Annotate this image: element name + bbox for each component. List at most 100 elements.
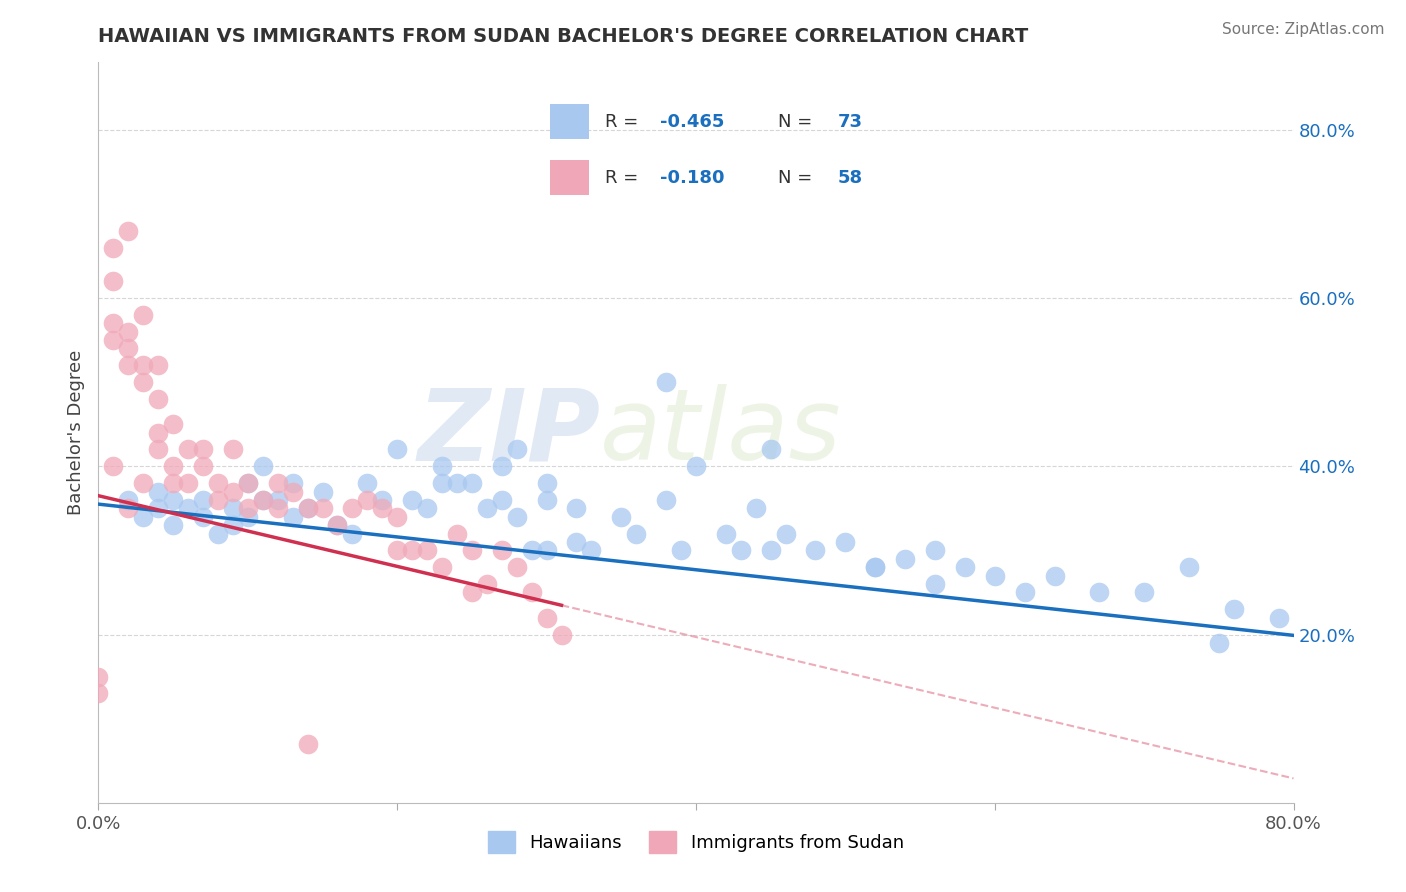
Point bbox=[148, 425, 170, 440]
Point bbox=[506, 509, 529, 524]
Point bbox=[1178, 560, 1201, 574]
Point bbox=[475, 577, 498, 591]
Point bbox=[207, 526, 229, 541]
Point bbox=[565, 501, 588, 516]
Text: ZIP: ZIP bbox=[418, 384, 600, 481]
Point bbox=[132, 308, 155, 322]
Point bbox=[685, 459, 707, 474]
Point bbox=[924, 543, 946, 558]
Text: HAWAIIAN VS IMMIGRANTS FROM SUDAN BACHELOR'S DEGREE CORRELATION CHART: HAWAIIAN VS IMMIGRANTS FROM SUDAN BACHEL… bbox=[98, 27, 1029, 45]
Point bbox=[222, 501, 245, 516]
Point bbox=[865, 560, 887, 574]
Point bbox=[177, 476, 200, 491]
Point bbox=[162, 459, 184, 474]
Point bbox=[461, 476, 484, 491]
Point bbox=[730, 543, 752, 558]
Point bbox=[430, 476, 453, 491]
Point bbox=[267, 492, 290, 507]
Point bbox=[162, 476, 184, 491]
Point bbox=[1088, 585, 1111, 599]
Point bbox=[491, 492, 513, 507]
Point bbox=[536, 543, 558, 558]
Point bbox=[297, 501, 319, 516]
Point bbox=[236, 501, 259, 516]
Point bbox=[87, 670, 110, 684]
Point bbox=[87, 686, 110, 700]
Point bbox=[148, 359, 170, 373]
Legend: Hawaiians, Immigrants from Sudan: Hawaiians, Immigrants from Sudan bbox=[481, 824, 911, 861]
Point bbox=[117, 492, 139, 507]
Point bbox=[430, 560, 453, 574]
Point bbox=[342, 526, 364, 541]
Point bbox=[191, 492, 214, 507]
Text: 73: 73 bbox=[838, 112, 862, 130]
Point bbox=[1223, 602, 1246, 616]
Point bbox=[103, 333, 125, 347]
Point bbox=[162, 417, 184, 432]
Point bbox=[385, 543, 409, 558]
Point bbox=[191, 509, 214, 524]
Point bbox=[148, 392, 170, 406]
Point bbox=[953, 560, 976, 574]
Point bbox=[222, 484, 245, 499]
Point bbox=[222, 518, 245, 533]
Point bbox=[416, 543, 439, 558]
Point bbox=[191, 442, 214, 457]
Point bbox=[430, 459, 453, 474]
Point bbox=[924, 577, 946, 591]
Point bbox=[536, 492, 558, 507]
Point bbox=[132, 476, 155, 491]
Point bbox=[401, 543, 423, 558]
Point bbox=[655, 492, 678, 507]
Point bbox=[117, 501, 139, 516]
Point bbox=[103, 240, 125, 255]
Point bbox=[536, 476, 558, 491]
Point bbox=[1208, 636, 1230, 650]
Text: N =: N = bbox=[779, 112, 818, 130]
Point bbox=[581, 543, 603, 558]
Point bbox=[491, 543, 513, 558]
Text: R =: R = bbox=[605, 169, 644, 186]
Point bbox=[536, 610, 558, 624]
Point bbox=[759, 543, 782, 558]
Point bbox=[745, 501, 768, 516]
Point bbox=[148, 442, 170, 457]
Point bbox=[132, 359, 155, 373]
Point bbox=[191, 459, 214, 474]
Point bbox=[669, 543, 692, 558]
Point bbox=[267, 501, 290, 516]
Point bbox=[506, 560, 529, 574]
Point bbox=[894, 551, 917, 566]
Point bbox=[281, 484, 304, 499]
Point bbox=[103, 274, 125, 288]
Point bbox=[252, 459, 274, 474]
Point bbox=[311, 501, 333, 516]
Point bbox=[236, 476, 259, 491]
Point bbox=[252, 492, 274, 507]
Point bbox=[1043, 568, 1066, 582]
Point bbox=[416, 501, 439, 516]
Point bbox=[385, 442, 409, 457]
Point bbox=[207, 476, 229, 491]
Point bbox=[148, 484, 170, 499]
Point bbox=[475, 501, 498, 516]
Point bbox=[1014, 585, 1036, 599]
Point bbox=[177, 501, 200, 516]
Point bbox=[385, 509, 409, 524]
Text: atlas: atlas bbox=[600, 384, 842, 481]
Point bbox=[775, 526, 797, 541]
Point bbox=[804, 543, 827, 558]
Point bbox=[506, 442, 529, 457]
Bar bbox=[550, 161, 589, 195]
Text: -0.465: -0.465 bbox=[661, 112, 724, 130]
Point bbox=[117, 359, 139, 373]
Point bbox=[281, 476, 304, 491]
Point bbox=[446, 476, 468, 491]
Point bbox=[326, 518, 349, 533]
Point bbox=[655, 375, 678, 389]
Point bbox=[162, 492, 184, 507]
Text: -0.180: -0.180 bbox=[661, 169, 724, 186]
Text: Source: ZipAtlas.com: Source: ZipAtlas.com bbox=[1222, 22, 1385, 37]
Point bbox=[550, 627, 572, 641]
Point bbox=[297, 737, 319, 751]
